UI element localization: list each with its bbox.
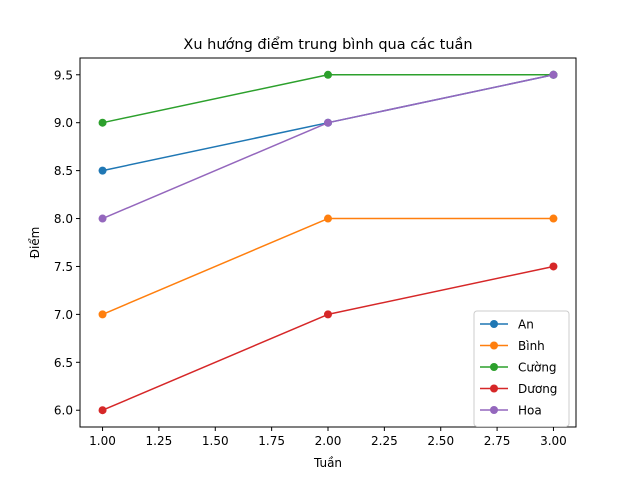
y-tick-label: 7.5: [54, 260, 73, 274]
x-tick-label: 1.25: [146, 434, 173, 448]
y-tick-label: 9.0: [54, 116, 73, 130]
data-point-hoa: [98, 214, 107, 223]
data-point-hoa: [549, 70, 558, 79]
x-tick-label: 2.25: [371, 434, 398, 448]
legend-label: Dương: [518, 382, 557, 396]
y-axis-title: Điểm: [28, 227, 42, 259]
data-point-duong: [549, 262, 558, 271]
legend-marker: [490, 384, 498, 393]
y-tick-label: 7.0: [54, 308, 73, 322]
chart-title: Xu hướng điểm trung bình qua các tuần: [183, 36, 472, 53]
y-tick-label: 8.5: [54, 164, 73, 178]
data-point-an: [98, 166, 107, 175]
x-tick-label: 1.75: [258, 434, 285, 448]
legend-label: An: [518, 318, 534, 332]
series-layer: [98, 70, 558, 415]
data-point-duong: [98, 406, 107, 415]
x-tick-label: 2.75: [484, 434, 511, 448]
legend-box: [473, 310, 570, 427]
y-tick-label: 6.0: [54, 404, 73, 418]
data-point-binh: [549, 214, 558, 223]
data-point-duong: [324, 310, 332, 319]
data-point-binh: [98, 310, 107, 319]
x-tick-label: 2.00: [315, 434, 342, 448]
legend-marker: [490, 320, 498, 328]
x-axis-title: Tuần: [313, 456, 342, 470]
legend: An Bình Cường Dương Hoa: [473, 310, 570, 427]
legend-label: Cường: [518, 361, 557, 375]
x-tick-label: 1.50: [202, 434, 229, 448]
x-tick-label: 3.00: [540, 434, 567, 448]
data-point-hoa: [324, 118, 332, 127]
legend-marker: [490, 363, 498, 371]
plot-frame: [79, 57, 577, 428]
y-tick-label: 6.5: [54, 356, 73, 370]
y-tick-label: 8.0: [54, 212, 73, 226]
data-point-cuong: [324, 70, 332, 79]
legend-marker: [490, 341, 498, 350]
x-axis-ticks: 1.00 1.25 1.50 1.75 2.00 2.25 2.50 2.75 3.00: [89, 427, 567, 448]
data-point-binh: [324, 214, 332, 223]
legend-marker: [490, 406, 498, 414]
legend-label: Bình: [518, 339, 545, 353]
x-tick-label: 2.50: [427, 434, 454, 448]
y-axis-ticks: 6.0 6.5 7.0 7.5 8.0 8.5 9.0 9.5: [54, 68, 80, 418]
y-tick-label: 9.5: [54, 68, 73, 82]
x-tick-label: 1.00: [89, 434, 116, 448]
legend-label: Hoa: [518, 404, 542, 418]
data-point-cuong: [98, 118, 107, 127]
